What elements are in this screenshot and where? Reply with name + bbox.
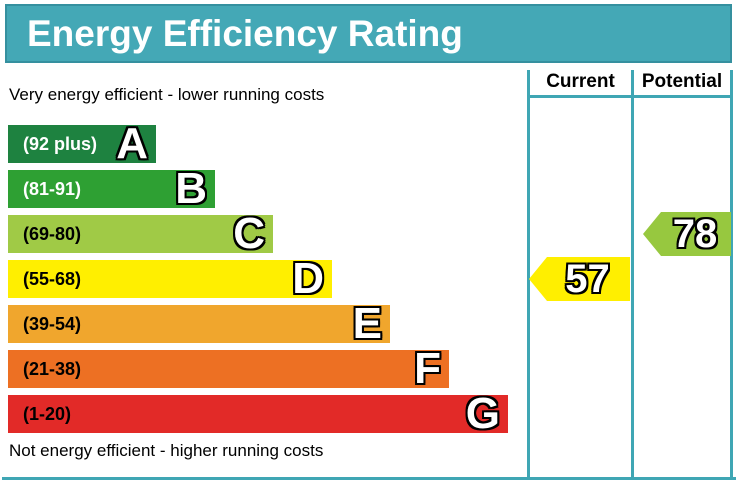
band-row-d: (55-68) D xyxy=(8,254,332,303)
current-rating-value: 57 xyxy=(565,257,610,301)
band-letter-e: E xyxy=(352,299,382,348)
potential-rating-value: 78 xyxy=(672,212,718,256)
band-letter-c: C xyxy=(233,209,265,258)
band-range-g: (1-20) xyxy=(23,403,72,424)
bottom-border xyxy=(2,477,736,480)
band-row-b: (81-91) B xyxy=(8,164,215,213)
band-row-c: (69-80) C xyxy=(8,209,273,258)
band-letter-d: D xyxy=(292,254,324,303)
band-row-f: (21-38) F xyxy=(8,344,449,393)
band-range-b: (81-91) xyxy=(23,178,82,199)
band-range-d: (55-68) xyxy=(23,268,82,289)
band-range-a: (92 plus) xyxy=(23,133,98,154)
band-letter-f: F xyxy=(414,344,441,393)
band-letter-g: G xyxy=(465,389,500,438)
band-row-g: (1-20) G xyxy=(8,389,508,438)
title-bar: Energy Efficiency Rating xyxy=(5,4,732,63)
header-underline xyxy=(527,95,733,98)
band-letter-a: A xyxy=(116,119,148,168)
potential-column-header: Potential xyxy=(641,71,723,92)
potential-column-right-border xyxy=(730,70,733,480)
band-range-c: (69-80) xyxy=(23,223,82,244)
band-range-e: (39-54) xyxy=(23,313,82,334)
potential-rating-arrow: 78 xyxy=(643,212,731,256)
current-column-header: Current xyxy=(546,71,615,92)
band-range-f: (21-38) xyxy=(23,358,82,379)
band-row-e: (39-54) E xyxy=(8,299,390,348)
current-rating-arrow: 57 xyxy=(529,257,630,301)
bottom-note: Not energy efficient - higher running co… xyxy=(9,441,324,460)
current-column-left-border xyxy=(527,70,530,480)
potential-column-left-border xyxy=(631,70,634,480)
page-title: Energy Efficiency Rating xyxy=(27,12,463,54)
band-letter-b: B xyxy=(175,164,207,213)
top-note: Very energy efficient - lower running co… xyxy=(9,85,325,104)
band-row-a: (92 plus) A xyxy=(8,119,156,168)
